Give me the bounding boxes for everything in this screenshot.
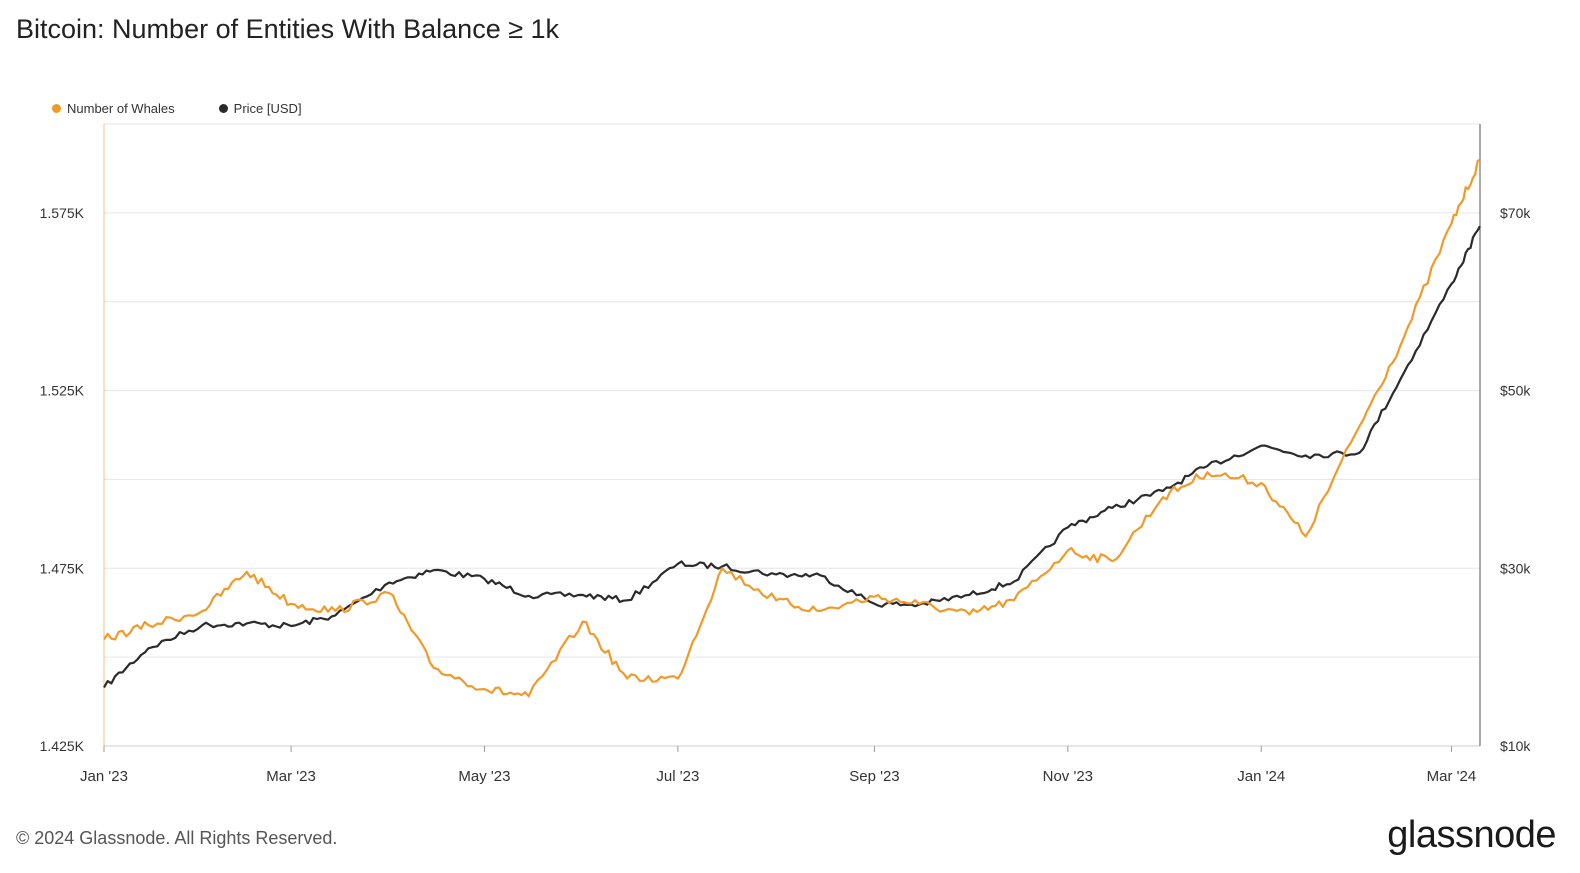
whales-line bbox=[103, 158, 1481, 698]
legend-dot-price bbox=[218, 104, 228, 113]
x-axis-ticks: Jan '23 Mar '23 May '23 Jul '23 Sep '23 Nov '… bbox=[80, 746, 1476, 785]
y-right-tick-label: $30k bbox=[1500, 560, 1531, 576]
series-lines bbox=[103, 158, 1481, 698]
x-tick-label: Mar '24 bbox=[1427, 768, 1477, 785]
x-tick-label: Mar '23 bbox=[266, 768, 316, 785]
x-tick-label: Jul '23 bbox=[656, 768, 699, 785]
copyright-footer: © 2024 Glassnode. All Rights Reserved. bbox=[16, 828, 338, 848]
x-tick-label: Jan '24 bbox=[1237, 768, 1285, 785]
y-right-tick-label: $10k bbox=[1500, 738, 1531, 754]
chart-title: Bitcoin: Number of Entities With Balance… bbox=[16, 14, 560, 44]
glassnode-logo: glassnode bbox=[1387, 814, 1556, 856]
x-tick-label: May '23 bbox=[458, 768, 510, 785]
y-right-tick-label: $50k bbox=[1500, 383, 1531, 399]
y-left-tick-label: 1.475K bbox=[40, 560, 85, 576]
x-tick-label: Jan '23 bbox=[80, 768, 128, 785]
legend: Number of Whales Price [USD] bbox=[52, 101, 346, 116]
axes bbox=[103, 124, 1481, 747]
y-left-tick-label: 1.575K bbox=[40, 205, 85, 221]
x-tick-label: Sep '23 bbox=[849, 768, 899, 785]
legend-item-whales[interactable]: Number of Whales bbox=[52, 101, 175, 116]
legend-label-price: Price [USD] bbox=[233, 101, 302, 116]
grid-lines bbox=[104, 123, 1480, 658]
y-left-tick-label: 1.525K bbox=[40, 383, 85, 399]
x-tick-label: Nov '23 bbox=[1043, 768, 1093, 785]
y-left-tick-label: 1.425K bbox=[40, 738, 85, 754]
legend-label-whales: Number of Whales bbox=[67, 101, 175, 116]
legend-dot-whales bbox=[52, 104, 61, 113]
legend-item-price[interactable]: Price [USD] bbox=[218, 101, 302, 116]
y-axis-left-ticks: 1.425K 1.475K 1.525K 1.575K bbox=[40, 205, 85, 754]
y-right-tick-label: $70k bbox=[1500, 205, 1531, 221]
price-line bbox=[103, 225, 1481, 688]
y-axis-right-ticks: $10k $30k $50k $70k bbox=[1500, 205, 1531, 754]
